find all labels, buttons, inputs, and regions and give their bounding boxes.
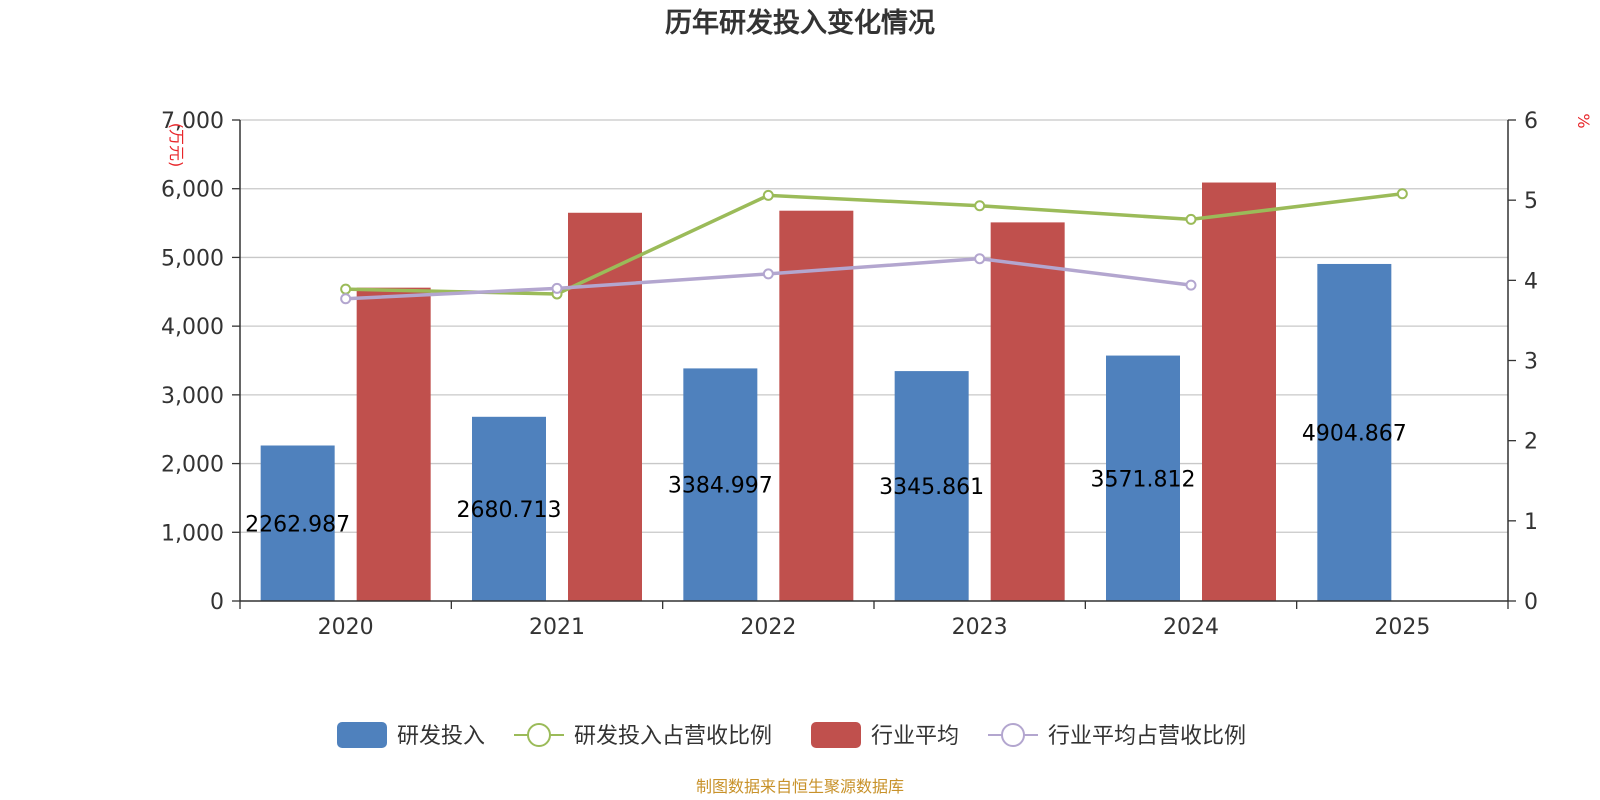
legend-label: 研发投入: [397, 724, 485, 749]
line-point: [762, 189, 774, 201]
left-tick-label: 3,000: [161, 384, 224, 409]
line-point: [340, 283, 352, 295]
line-point: [1185, 213, 1197, 225]
legend-bar-swatch: [337, 722, 387, 748]
bar-rd: [894, 371, 969, 601]
right-tick-label: 6: [1524, 109, 1538, 134]
axis-layer: 0 1,000 2,000 3,000 4,000 5,000 6,000 7,000 0 1 2 3…: [161, 109, 1538, 640]
bar-rd: [260, 445, 335, 601]
x-tick-label: 2020: [318, 615, 374, 640]
bar-data-label: 3571.812: [1091, 467, 1196, 492]
bar-industry: [568, 212, 642, 601]
line-layer: [340, 188, 1408, 305]
legend-bar-swatch: [811, 722, 861, 748]
left-tick-label: 6,000: [161, 178, 224, 203]
x-tick-label: 2021: [529, 615, 585, 640]
right-tick-label: 4: [1524, 269, 1538, 294]
legend-label: 行业平均: [871, 724, 959, 749]
bar-rd: [472, 416, 546, 601]
legend-label: 行业平均占营收比例: [1048, 724, 1246, 749]
line-rd-ratio: [345, 192, 1403, 296]
right-tick-label: 3: [1524, 350, 1538, 375]
line-point: [340, 293, 352, 305]
line-point: [1396, 188, 1408, 200]
x-tick-label: 2025: [1374, 615, 1430, 640]
line-point: [974, 200, 986, 212]
x-tick-label: 2023: [952, 615, 1008, 640]
bar-industry: [356, 287, 431, 601]
left-tick-label: 4,000: [161, 315, 224, 340]
right-tick-label: 1: [1524, 510, 1538, 535]
source-note: 制图数据来自恒生聚源数据库: [696, 777, 904, 796]
right-tick-label: 2: [1524, 430, 1538, 455]
legend: 研发投入 研发投入占营收比例 行业平均 行业平均占营收比例: [337, 722, 1246, 749]
left-tick-label: 2,000: [161, 453, 224, 478]
line-point: [974, 253, 986, 265]
bar-industry: [1202, 182, 1276, 601]
line-point: [551, 282, 563, 294]
bar-industry: [779, 210, 854, 601]
bar-rd: [1317, 263, 1392, 601]
grid-layer: [240, 119, 1508, 533]
bar-data-label: 2680.713: [457, 498, 562, 523]
bar-rd: [683, 368, 758, 601]
left-tick-label: 7,000: [161, 109, 224, 134]
label-layer: 2262.987 2680.713 3384.997 3345.861 3571.812…: [245, 421, 1407, 537]
chart-title: 历年研发投入变化情况: [665, 7, 935, 39]
bar-data-label: 3345.861: [879, 475, 984, 500]
bar-data-label: 4904.867: [1302, 421, 1407, 446]
x-tick-label: 2024: [1163, 615, 1219, 640]
legend-label: 研发投入占营收比例: [574, 724, 772, 749]
right-tick-label: 0: [1524, 590, 1538, 615]
right-axis-unit: %: [1574, 113, 1593, 128]
bar-layer: [260, 182, 1392, 602]
left-tick-label: 5,000: [161, 246, 224, 271]
bar-rd: [1106, 355, 1180, 601]
left-tick-label: 1,000: [161, 521, 224, 546]
left-tick-label: 0: [210, 590, 224, 615]
bar-data-label: 3384.997: [668, 474, 773, 499]
legend-line-marker: [1001, 723, 1025, 747]
line-point: [1185, 279, 1197, 291]
legend-line-marker: [527, 723, 551, 747]
line-point: [762, 268, 774, 280]
bar-data-label: 2262.987: [245, 512, 350, 537]
bar-industry: [990, 222, 1065, 602]
x-tick-label: 2022: [740, 615, 796, 640]
right-tick-label: 5: [1524, 189, 1538, 214]
left-axis-unit: (万元): [167, 123, 186, 168]
